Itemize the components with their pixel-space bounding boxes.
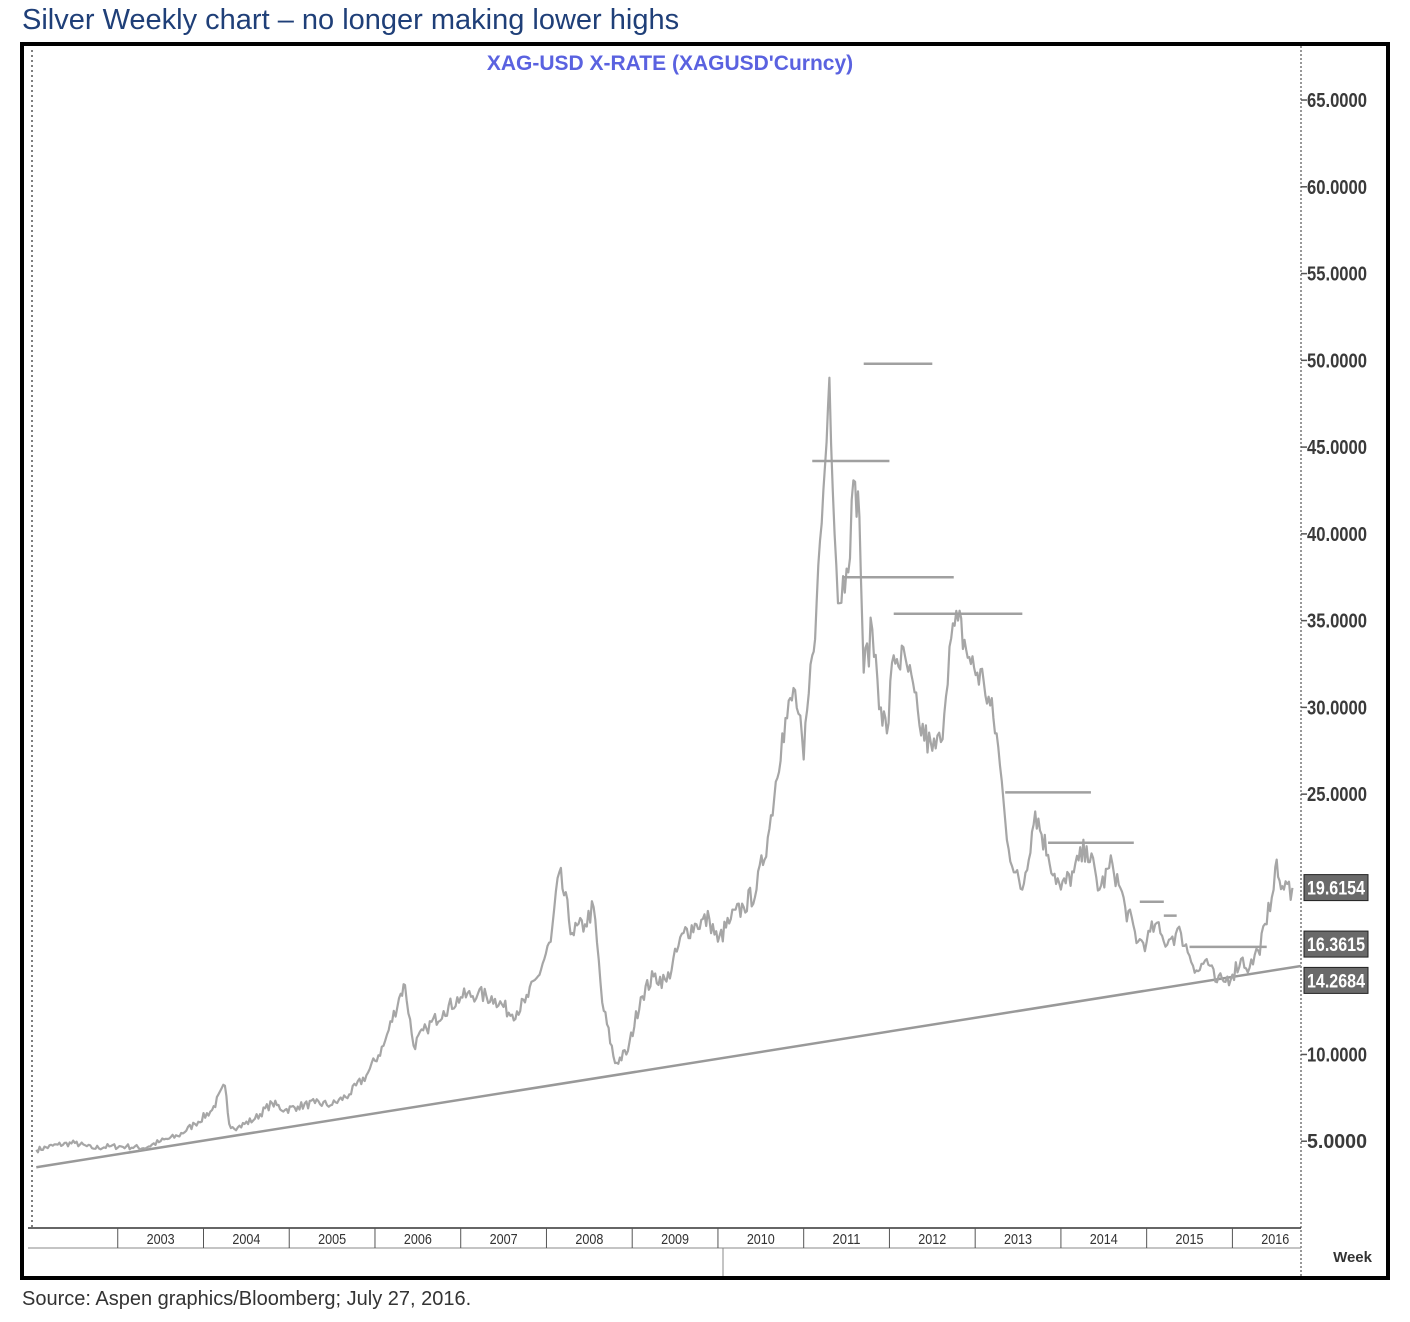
x-axis-ticks: 2003 2004 2005 2006 2007 2008 2009 2010 2011 2012… [117,1228,1289,1248]
x-tick-label: 2014 [1090,1231,1118,1248]
y-tick-label: 60.0000 [1307,177,1367,199]
x-tick-label: 2005 [318,1231,346,1248]
chart-frame: XAG-USD X-RATE (XAGUSD'Curncy) Week 5.00… [20,42,1390,1280]
x-tick-label: 2003 [147,1231,175,1248]
y-tick-label: 50.0000 [1307,350,1367,372]
x-tick-label: 2008 [575,1231,603,1248]
price-labels: 19.6154 16.3615 14.2684 [1303,874,1369,994]
silver-weekly-chart: XAG-USD X-RATE (XAGUSD'Curncy) Week 5.00… [20,42,1390,1280]
price-line [35,376,1294,1154]
y-tick-label: 40.0000 [1307,524,1367,546]
y-tick-label: 5.0000 [1307,1131,1367,1153]
y-axis-ticks: 5.0000 10.0000 25.0000 30.0000 35.0000 40.000… [1301,90,1367,1153]
y-tick-label: 25.0000 [1307,784,1367,806]
price-label: 14.2684 [1307,971,1365,992]
price-label-box [1303,930,1369,958]
price-label: 16.3615 [1307,935,1365,956]
x-tick-label: 2006 [404,1231,432,1248]
trendline-group [36,964,1302,1169]
x-tick-label: 2004 [232,1231,260,1248]
x-tick-label: 2009 [661,1231,689,1248]
price-label-box [1303,966,1369,994]
y-tick-label: 30.0000 [1307,697,1367,719]
x-tick-label: 2013 [1004,1231,1032,1248]
x-tick-label: 2012 [918,1231,946,1248]
x-tick-label: 2015 [1176,1231,1204,1248]
x-tick-label: 2016 [1261,1231,1289,1248]
trendline [36,964,1302,1169]
y-tick-label: 55.0000 [1307,264,1367,286]
page-title: Silver Weekly chart – no longer making l… [22,4,680,36]
x-tick-label: 2011 [833,1231,861,1248]
price-series-group [35,376,1294,1154]
chart-title: XAG-USD X-RATE (XAGUSD'Curncy) [487,52,853,75]
x-axis-label: Week [1333,1249,1373,1266]
source-note: Source: Aspen graphics/Bloomberg; July 2… [22,1288,472,1310]
x-tick-label: 2010 [747,1231,775,1248]
lower-highs-group [812,362,1267,949]
y-tick-label: 35.0000 [1307,611,1367,633]
price-label-box [1303,874,1369,902]
x-tick-label: 2007 [490,1231,518,1248]
chart-border [20,42,1390,1280]
price-label: 19.6154 [1307,879,1365,900]
y-tick-label: 10.0000 [1307,1044,1367,1066]
y-tick-label: 65.0000 [1307,90,1367,112]
y-tick-label: 45.0000 [1307,437,1367,459]
